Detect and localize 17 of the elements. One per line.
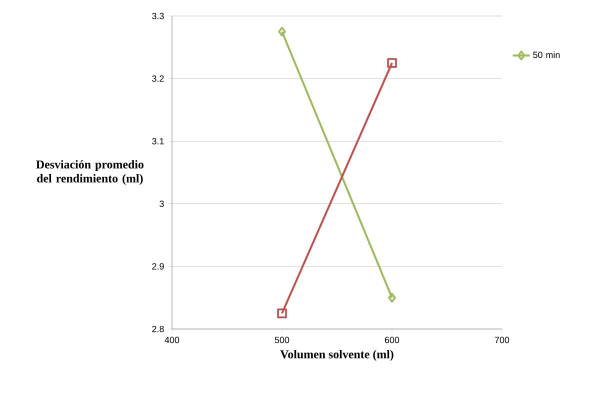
point — [277, 308, 287, 318]
y-tick-label: 3 — [160, 200, 164, 207]
y-tick-label: 2.8 — [152, 326, 164, 332]
y-axis-title: Desviación promedio del rendimiento (ml) — [36, 160, 144, 185]
legend-label: 50 min — [533, 51, 560, 58]
point — [278, 26, 286, 37]
x-tick-label: 400 — [164, 336, 180, 344]
x-tick-label: 600 — [384, 336, 400, 344]
y-tick-label: 3.2 — [152, 75, 164, 82]
point — [387, 58, 397, 68]
point — [388, 292, 396, 303]
x-tick-label: 500 — [274, 336, 290, 344]
y-tick-label: 3.3 — [152, 12, 164, 20]
x-axis-title: Volumen solvente (ml) — [280, 350, 394, 361]
x-tick-label: 700 — [494, 336, 510, 344]
y-tick-label: 3.1 — [152, 138, 164, 144]
y-tick-label: 2.9 — [152, 263, 164, 270]
